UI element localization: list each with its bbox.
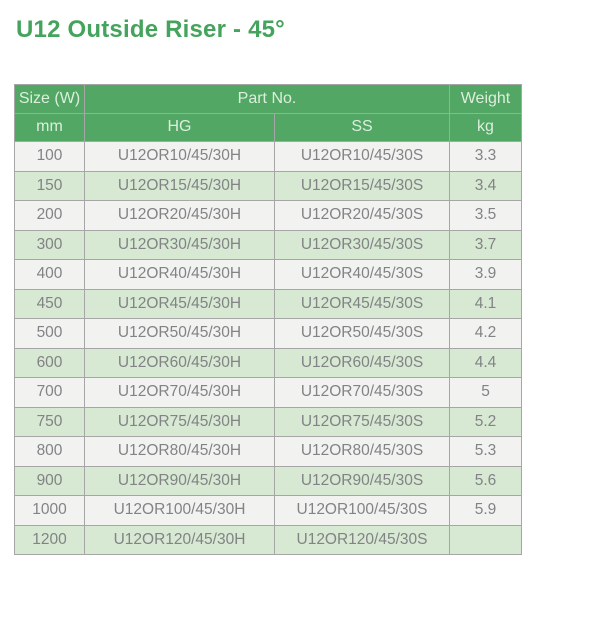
ss-part-cell: U12OR40/45/30S bbox=[274, 259, 450, 290]
weight-cell: 5.2 bbox=[449, 406, 522, 437]
size-cell: 750 bbox=[14, 406, 85, 437]
ss-part-cell: U12OR90/45/30S bbox=[274, 465, 450, 496]
hg-part-cell: U12OR100/45/30H bbox=[84, 495, 275, 526]
hg-part-cell: U12OR70/45/30H bbox=[84, 377, 275, 408]
table-row: 600 U12OR60/45/30H U12OR60/45/30S 4.4 bbox=[14, 347, 522, 378]
table-row: 500 U12OR50/45/30H U12OR50/45/30S 4.2 bbox=[14, 318, 522, 349]
page-title: U12 Outside Riser - 45° bbox=[16, 16, 285, 43]
ss-part-cell: U12OR80/45/30S bbox=[274, 436, 450, 467]
table-row: 150 U12OR15/45/30H U12OR15/45/30S 3.4 bbox=[14, 170, 522, 201]
weight-cell: 5.6 bbox=[449, 465, 522, 496]
table-row: 1000 U12OR100/45/30H U12OR100/45/30S 5.9 bbox=[14, 495, 522, 526]
table-header: Size (W) Part No. Weight mm HG SS kg bbox=[14, 84, 522, 142]
ss-part-cell: U12OR20/45/30S bbox=[274, 200, 450, 231]
size-cell: 900 bbox=[14, 465, 85, 496]
table-body: 100 U12OR10/45/30H U12OR10/45/30S 3.3 150 U12… bbox=[14, 141, 522, 555]
hg-part-cell: U12OR20/45/30H bbox=[84, 200, 275, 231]
weight-cell: 4.2 bbox=[449, 318, 522, 349]
header-size-unit: mm bbox=[14, 112, 85, 142]
size-cell: 500 bbox=[14, 318, 85, 349]
size-cell: 600 bbox=[14, 347, 85, 378]
header-row-units: mm HG SS kg bbox=[14, 112, 522, 142]
ss-part-cell: U12OR60/45/30S bbox=[274, 347, 450, 378]
table-row: 300 U12OR30/45/30H U12OR30/45/30S 3.7 bbox=[14, 229, 522, 260]
size-cell: 200 bbox=[14, 200, 85, 231]
weight-cell bbox=[449, 524, 522, 555]
table-row: 800 U12OR80/45/30H U12OR80/45/30S 5.3 bbox=[14, 436, 522, 467]
hg-part-cell: U12OR75/45/30H bbox=[84, 406, 275, 437]
hg-part-cell: U12OR60/45/30H bbox=[84, 347, 275, 378]
ss-part-cell: U12OR75/45/30S bbox=[274, 406, 450, 437]
hg-part-cell: U12OR10/45/30H bbox=[84, 141, 275, 172]
header-row-groups: Size (W) Part No. Weight bbox=[14, 84, 522, 114]
hg-part-cell: U12OR120/45/30H bbox=[84, 524, 275, 555]
table-row: 900 U12OR90/45/30H U12OR90/45/30S 5.6 bbox=[14, 465, 522, 496]
header-weight-group: Weight bbox=[449, 84, 522, 114]
hg-part-cell: U12OR45/45/30H bbox=[84, 288, 275, 319]
weight-cell: 5.9 bbox=[449, 495, 522, 526]
header-weight-unit: kg bbox=[449, 112, 522, 142]
ss-part-cell: U12OR30/45/30S bbox=[274, 229, 450, 260]
ss-part-cell: U12OR10/45/30S bbox=[274, 141, 450, 172]
ss-part-cell: U12OR70/45/30S bbox=[274, 377, 450, 408]
weight-cell: 4.4 bbox=[449, 347, 522, 378]
hg-part-cell: U12OR40/45/30H bbox=[84, 259, 275, 290]
header-size-group: Size (W) bbox=[14, 84, 85, 114]
hg-part-cell: U12OR50/45/30H bbox=[84, 318, 275, 349]
hg-part-cell: U12OR90/45/30H bbox=[84, 465, 275, 496]
size-cell: 150 bbox=[14, 170, 85, 201]
table-row: 400 U12OR40/45/30H U12OR40/45/30S 3.9 bbox=[14, 259, 522, 290]
weight-cell: 3.5 bbox=[449, 200, 522, 231]
size-cell: 400 bbox=[14, 259, 85, 290]
weight-cell: 5.3 bbox=[449, 436, 522, 467]
weight-cell: 3.7 bbox=[449, 229, 522, 260]
size-cell: 450 bbox=[14, 288, 85, 319]
table-row: 100 U12OR10/45/30H U12OR10/45/30S 3.3 bbox=[14, 141, 522, 172]
ss-part-cell: U12OR50/45/30S bbox=[274, 318, 450, 349]
hg-part-cell: U12OR80/45/30H bbox=[84, 436, 275, 467]
weight-cell: 3.4 bbox=[449, 170, 522, 201]
weight-cell: 4.1 bbox=[449, 288, 522, 319]
table-row: 700 U12OR70/45/30H U12OR70/45/30S 5 bbox=[14, 377, 522, 408]
table-row: 200 U12OR20/45/30H U12OR20/45/30S 3.5 bbox=[14, 200, 522, 231]
ss-part-cell: U12OR120/45/30S bbox=[274, 524, 450, 555]
ss-part-cell: U12OR45/45/30S bbox=[274, 288, 450, 319]
table-row: 1200 U12OR120/45/30H U12OR120/45/30S bbox=[14, 524, 522, 555]
size-cell: 1200 bbox=[14, 524, 85, 555]
hg-part-cell: U12OR15/45/30H bbox=[84, 170, 275, 201]
weight-cell: 3.3 bbox=[449, 141, 522, 172]
size-cell: 100 bbox=[14, 141, 85, 172]
size-cell: 1000 bbox=[14, 495, 85, 526]
header-part-no-group: Part No. bbox=[84, 84, 450, 114]
weight-cell: 3.9 bbox=[449, 259, 522, 290]
size-cell: 300 bbox=[14, 229, 85, 260]
table-row: 750 U12OR75/45/30H U12OR75/45/30S 5.2 bbox=[14, 406, 522, 437]
size-cell: 700 bbox=[14, 377, 85, 408]
weight-cell: 5 bbox=[449, 377, 522, 408]
ss-part-cell: U12OR100/45/30S bbox=[274, 495, 450, 526]
ss-part-cell: U12OR15/45/30S bbox=[274, 170, 450, 201]
size-cell: 800 bbox=[14, 436, 85, 467]
header-hg-column: HG bbox=[84, 112, 275, 142]
riser-spec-table: Size (W) Part No. Weight mm HG SS kg 100… bbox=[14, 84, 522, 555]
header-ss-column: SS bbox=[274, 112, 450, 142]
hg-part-cell: U12OR30/45/30H bbox=[84, 229, 275, 260]
table-row: 450 U12OR45/45/30H U12OR45/45/30S 4.1 bbox=[14, 288, 522, 319]
